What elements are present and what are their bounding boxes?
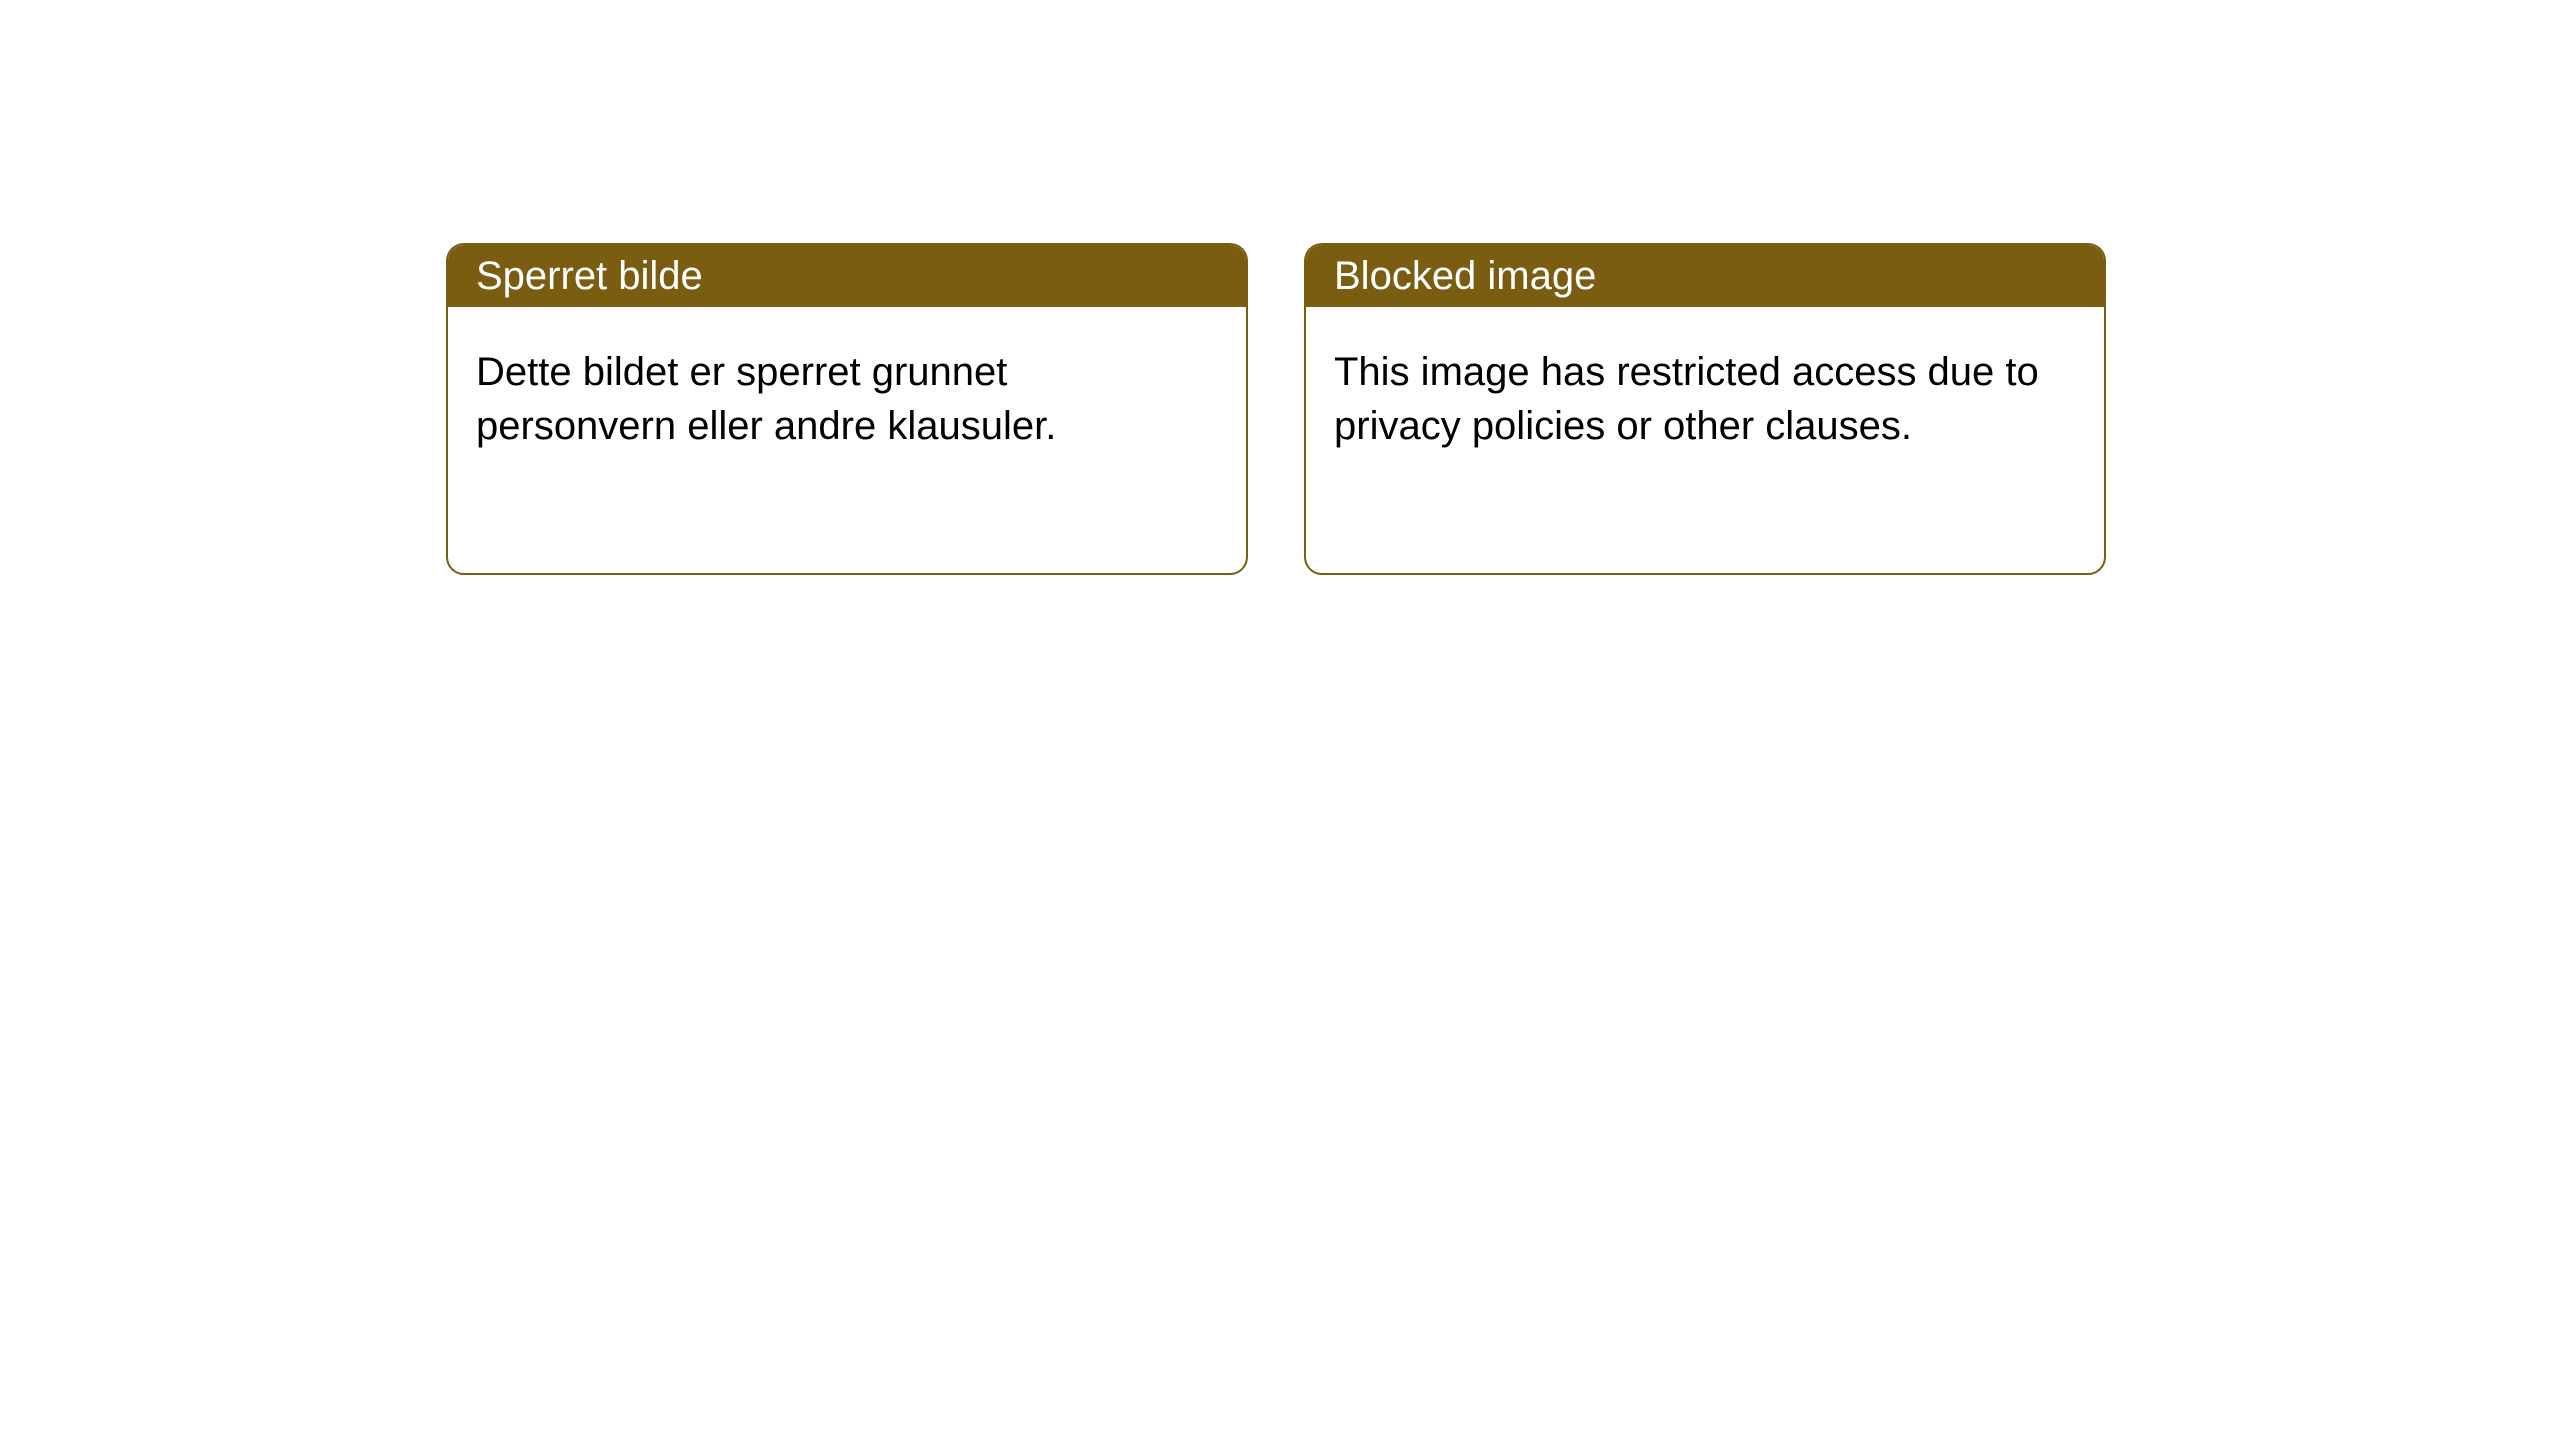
card-header-no: Sperret bilde — [448, 245, 1246, 307]
card-title-en: Blocked image — [1334, 254, 1596, 299]
card-body-en: This image has restricted access due to … — [1306, 307, 2104, 491]
card-body-no: Dette bildet er sperret grunnet personve… — [448, 307, 1246, 491]
card-header-en: Blocked image — [1306, 245, 2104, 307]
card-message-en: This image has restricted access due to … — [1334, 350, 2039, 448]
blocked-image-card-en: Blocked image This image has restricted … — [1304, 243, 2106, 575]
blocked-image-card-no: Sperret bilde Dette bildet er sperret gr… — [446, 243, 1248, 575]
card-message-no: Dette bildet er sperret grunnet personve… — [476, 350, 1056, 448]
notice-container: Sperret bilde Dette bildet er sperret gr… — [0, 0, 2560, 575]
card-title-no: Sperret bilde — [476, 254, 703, 299]
